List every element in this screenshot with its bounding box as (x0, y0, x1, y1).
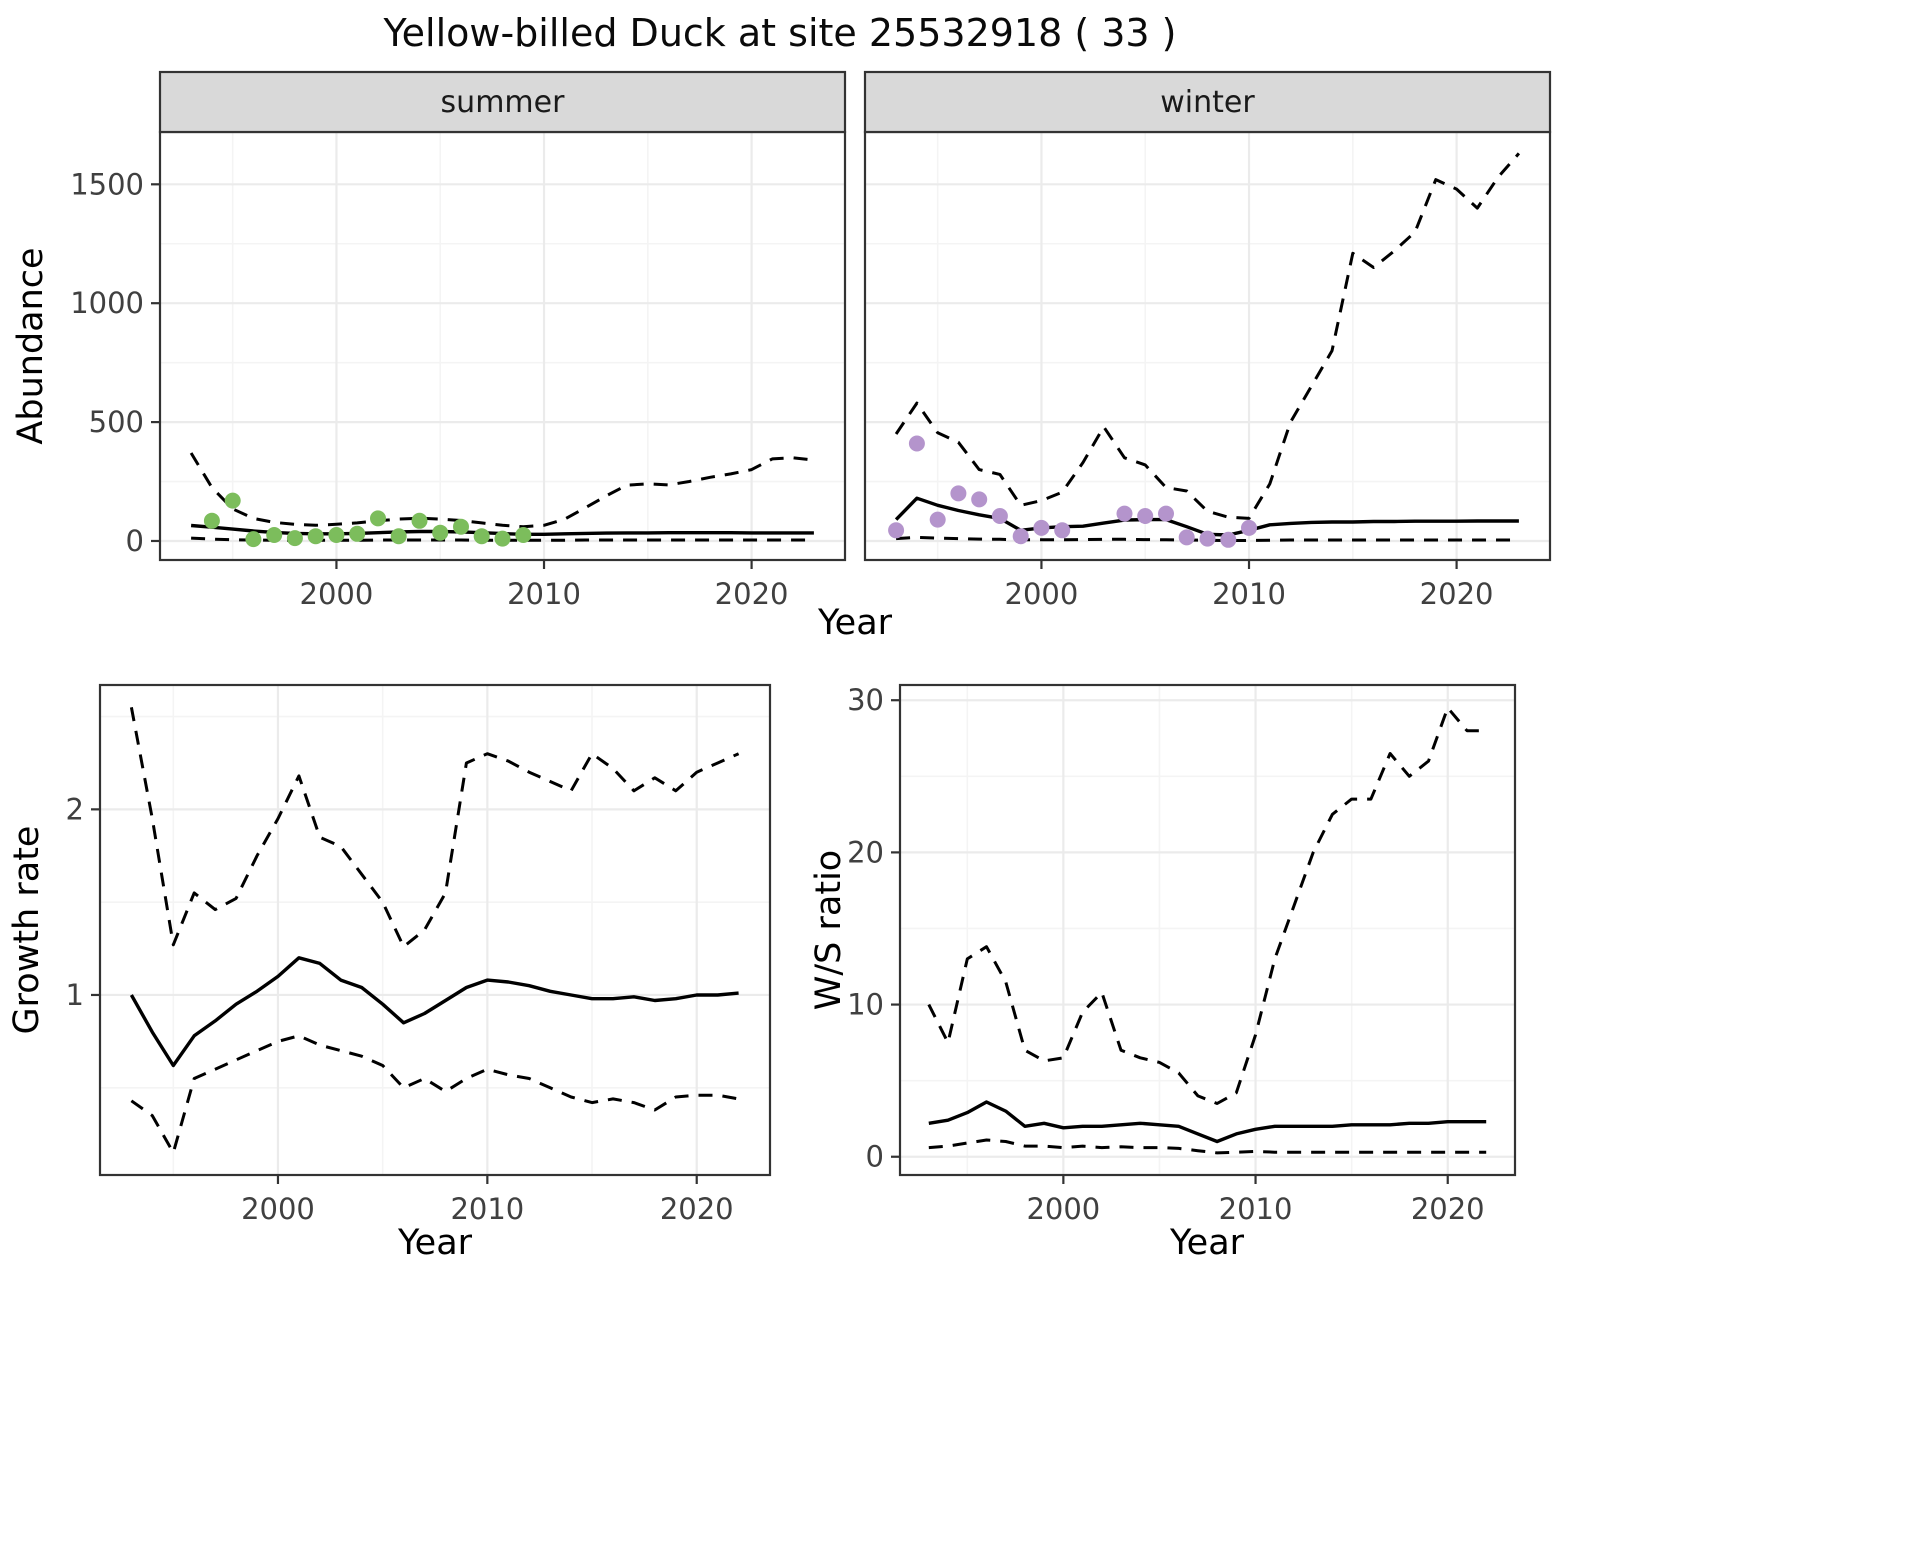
observation-point (929, 511, 946, 528)
y-axis-label: Growth rate (7, 826, 47, 1035)
x-tick-label: 2010 (507, 577, 581, 611)
observation-point (888, 522, 905, 539)
observation-point (411, 512, 428, 529)
x-tick-label: 2010 (450, 1192, 524, 1226)
observation-point (245, 531, 262, 548)
observation-point (1116, 505, 1133, 522)
x-tick-label: 2020 (1420, 577, 1494, 611)
panel-border (863, 130, 1552, 562)
observation-point (203, 512, 220, 529)
x-axis-label: Year (397, 1223, 473, 1263)
y-tick-label: 10 (847, 988, 884, 1022)
y-tick-label: 2 (66, 792, 84, 826)
median-line (129, 956, 739, 1068)
observation-point (473, 528, 490, 545)
panel-border (898, 683, 1517, 1177)
observation-point (908, 435, 925, 452)
facet-strip (863, 70, 1552, 134)
x-tick-label: 2020 (1411, 1192, 1485, 1226)
y-tick-label: 1000 (70, 286, 144, 320)
y-axis-label: W/S ratio (809, 850, 849, 1010)
observation-point (1178, 529, 1195, 546)
observation-point (991, 508, 1008, 524)
observation-point (1033, 519, 1050, 536)
x-tick-label: 2000 (1005, 577, 1079, 611)
panel-border (98, 683, 772, 1177)
observation-point (224, 492, 241, 509)
y-tick-label: 20 (847, 835, 884, 869)
observation-point (307, 528, 324, 545)
observation-point (1012, 528, 1029, 545)
y-tick-label: 1 (66, 978, 84, 1012)
observation-point (1158, 505, 1174, 522)
observation-point (432, 524, 449, 541)
y-tick-label: 500 (89, 405, 144, 439)
x-tick-label: 2010 (1219, 1192, 1293, 1226)
observation-point (1199, 530, 1216, 547)
facet-strip (158, 70, 847, 134)
lower_ci-line (896, 535, 1519, 542)
observation-point (1241, 519, 1257, 536)
observation-point (1054, 522, 1071, 539)
median-line (928, 1100, 1487, 1144)
x-tick-label: 2000 (241, 1192, 315, 1226)
x-tick-label: 2000 (1026, 1192, 1100, 1226)
observation-point (286, 530, 303, 547)
x-tick-label: 2010 (1212, 577, 1286, 611)
observation-point (453, 518, 469, 535)
observation-point (266, 527, 283, 543)
y-tick-label: 0 (866, 1140, 884, 1174)
upper_ci-line (927, 706, 1487, 1105)
observation-point (328, 527, 345, 543)
observation-point (971, 491, 988, 508)
observation-point (1137, 508, 1154, 524)
y-tick-label: 30 (847, 683, 884, 717)
panel-border (158, 130, 847, 562)
x-axis-label: Year (817, 603, 893, 643)
observation-point (950, 485, 967, 502)
fit-line (894, 496, 1519, 537)
upper_ci-line (189, 452, 815, 529)
x-axis-label: Year (1169, 1223, 1245, 1263)
x-tick-label: 2000 (300, 577, 374, 611)
upper_ci-line (894, 152, 1521, 520)
observation-point (390, 528, 407, 545)
chart-title: Yellow-billed Duck at site 25532918 ( 33… (382, 11, 1176, 55)
lower_ci-line (928, 1138, 1487, 1155)
x-tick-label: 2020 (660, 1192, 734, 1226)
facet-strip-label: summer (441, 85, 566, 120)
x-tick-label: 2020 (715, 577, 789, 611)
observation-point (515, 527, 532, 543)
facet-strip-label: winter (1160, 85, 1255, 120)
y-axis-label: Abundance (11, 247, 51, 444)
y-tick-label: 1500 (70, 167, 144, 201)
y-tick-label: 0 (126, 524, 144, 558)
observation-point (1220, 531, 1237, 548)
observation-point (494, 530, 511, 547)
observation-point (349, 525, 366, 542)
observation-point (370, 510, 386, 527)
lower_ci-line (130, 1034, 739, 1155)
upper_ci-line (129, 707, 740, 949)
